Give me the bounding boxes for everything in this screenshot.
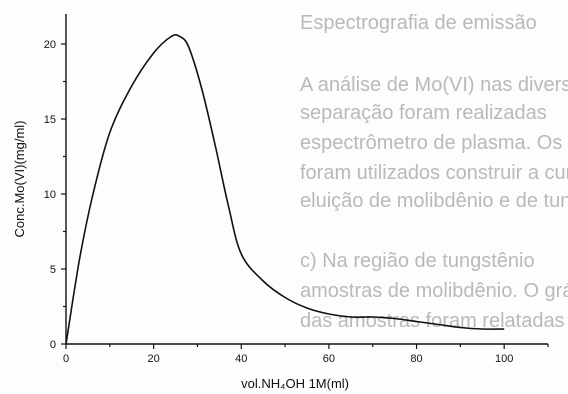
x-tick-label: 80 xyxy=(410,353,422,365)
y-tick-label: 20 xyxy=(44,39,56,51)
x-ticks: 0 20 40 60 80 100 xyxy=(63,344,549,365)
y-axis-title: Conc.Mo(VI)(mg/ml) xyxy=(12,120,27,237)
elution-curve-line xyxy=(65,34,505,345)
x-tick-label: 20 xyxy=(148,353,160,365)
x-axis-title: vol.NH₄OH 1M(ml) xyxy=(241,376,349,391)
data-points xyxy=(65,36,505,346)
x-tick-label: 40 xyxy=(235,353,247,365)
y-ticks: 0 5 10 15 20 xyxy=(44,39,66,351)
plot-area xyxy=(65,34,505,346)
x-tick-label: 60 xyxy=(323,353,335,365)
x-tick-label: 0 xyxy=(63,353,69,365)
y-tick-label: 10 xyxy=(44,189,56,201)
y-tick-label: 0 xyxy=(50,339,56,351)
y-tick-label: 15 xyxy=(44,114,56,126)
x-tick-label: 100 xyxy=(495,353,513,365)
axes xyxy=(65,14,548,345)
y-tick-label: 5 xyxy=(50,264,56,276)
